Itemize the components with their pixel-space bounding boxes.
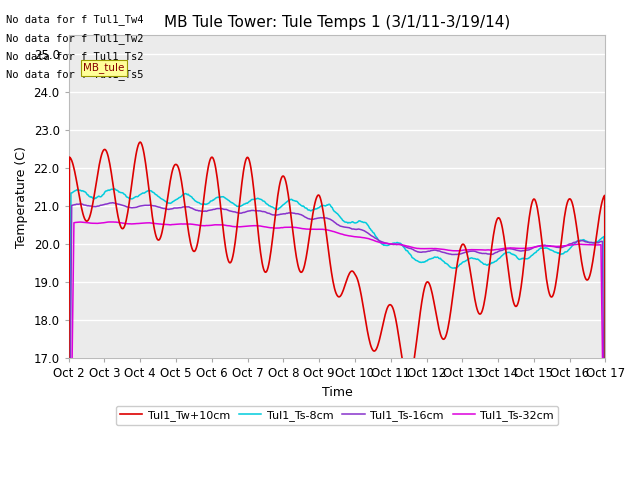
Tul1_Ts-8cm — [131, 195, 138, 201]
Tul1_Ts-8cm — [75, 188, 83, 193]
Y-axis label: Temperature (C): Temperature (C) — [15, 146, 28, 248]
Tul1_Tw+10cm — [136, 139, 144, 145]
Tul1_Ts-8cm — [403, 248, 411, 253]
Tul1_Ts-16cm — [403, 245, 411, 251]
Title: MB Tule Tower: Tule Temps 1 (3/1/11-3/19/14): MB Tule Tower: Tule Temps 1 (3/1/11-3/19… — [164, 15, 510, 30]
Tul1_Ts-32cm — [75, 219, 83, 225]
Tul1_Ts-8cm — [419, 259, 426, 265]
Tul1_Ts-32cm — [419, 246, 426, 252]
Tul1_Ts-16cm — [131, 204, 138, 210]
Tul1_Tw+10cm — [213, 175, 221, 181]
Tul1_Ts-16cm — [109, 200, 116, 205]
Legend: Tul1_Tw+10cm, Tul1_Ts-8cm, Tul1_Ts-16cm, Tul1_Ts-32cm: Tul1_Tw+10cm, Tul1_Ts-8cm, Tul1_Ts-16cm,… — [116, 406, 559, 425]
Line: Tul1_Ts-16cm: Tul1_Ts-16cm — [68, 203, 605, 480]
Tul1_Ts-16cm — [213, 206, 221, 212]
Line: Tul1_Ts-32cm: Tul1_Ts-32cm — [68, 222, 605, 480]
Tul1_Tw+10cm — [185, 231, 193, 237]
Tul1_Ts-32cm — [108, 219, 116, 225]
Tul1_Ts-8cm — [185, 192, 193, 198]
Text: No data for f Tul1_Ts2: No data for f Tul1_Ts2 — [6, 51, 144, 62]
Tul1_Ts-32cm — [185, 221, 193, 227]
Tul1_Ts-16cm — [419, 249, 426, 255]
Tul1_Tw+10cm — [75, 189, 83, 194]
X-axis label: Time: Time — [322, 385, 353, 398]
Tul1_Tw+10cm — [403, 377, 411, 383]
Text: MB_tule: MB_tule — [83, 62, 125, 73]
Tul1_Ts-16cm — [75, 202, 83, 207]
Tul1_Tw+10cm — [419, 295, 426, 300]
Tul1_Ts-8cm — [111, 186, 118, 192]
Tul1_Tw+10cm — [130, 167, 138, 173]
Line: Tul1_Tw+10cm: Tul1_Tw+10cm — [68, 142, 605, 465]
Tul1_Ts-8cm — [213, 194, 221, 200]
Text: No data for f Tul1_Tw4: No data for f Tul1_Tw4 — [6, 14, 144, 25]
Tul1_Ts-32cm — [131, 221, 138, 227]
Text: No data for f Tul1_Tw2: No data for f Tul1_Tw2 — [6, 33, 144, 44]
Tul1_Tw+10cm — [65, 436, 72, 442]
Tul1_Ts-16cm — [185, 204, 193, 210]
Tul1_Tw+10cm — [602, 462, 609, 468]
Tul1_Ts-32cm — [213, 222, 221, 228]
Line: Tul1_Ts-8cm: Tul1_Ts-8cm — [68, 189, 605, 480]
Tul1_Ts-32cm — [403, 243, 411, 249]
Text: No data for f Tul1_Ts5: No data for f Tul1_Ts5 — [6, 69, 144, 80]
